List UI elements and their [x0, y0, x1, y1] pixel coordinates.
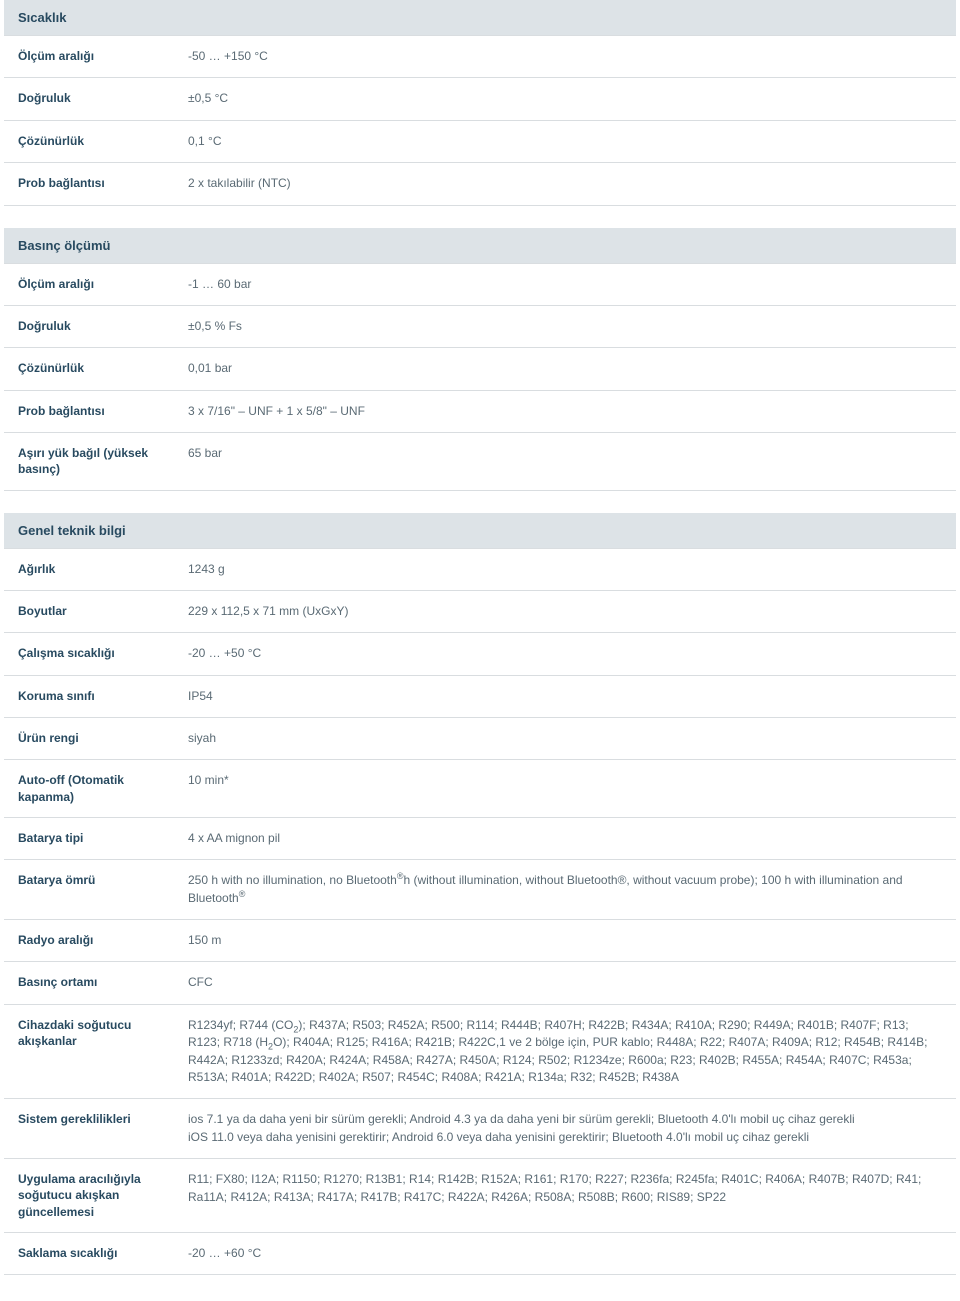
spec-value: ios 7.1 ya da daha yeni bir sürüm gerekl… — [174, 1099, 956, 1158]
spec-label: Prob bağlantısı — [4, 391, 174, 432]
spec-label: Auto-off (Otomatik kapanma) — [4, 760, 174, 816]
spec-label: Basınç ortamı — [4, 962, 174, 1003]
spec-label: Batarya ömrü — [4, 860, 174, 919]
spec-value: ±0,5 °C — [174, 78, 956, 119]
section-header-temperature: Sıcaklık — [4, 0, 956, 36]
spec-value: -20 … +50 °C — [174, 633, 956, 674]
spec-label: Ağırlık — [4, 549, 174, 590]
table-row: Basınç ortamı CFC — [4, 962, 956, 1004]
spec-value: -20 … +60 °C — [174, 1233, 956, 1274]
table-row: Ölçüm aralığı -1 … 60 bar — [4, 264, 956, 306]
spec-label: Boyutlar — [4, 591, 174, 632]
spec-value: 1243 g — [174, 549, 956, 590]
table-row: Ürün rengi siyah — [4, 718, 956, 760]
section-temperature: Sıcaklık Ölçüm aralığı -50 … +150 °C Doğ… — [4, 0, 956, 206]
section-header-general: Genel teknik bilgi — [4, 513, 956, 549]
table-row: Prob bağlantısı 2 x takılabilir (NTC) — [4, 163, 956, 205]
table-row: Çözünürlük 0,1 °C — [4, 121, 956, 163]
table-row: Prob bağlantısı 3 x 7/16" – UNF + 1 x 5/… — [4, 391, 956, 433]
spec-label: Çalışma sıcaklığı — [4, 633, 174, 674]
table-row: Boyutlar 229 x 112,5 x 71 mm (UxGxY) — [4, 591, 956, 633]
table-row: Batarya tipi 4 x AA mignon pil — [4, 818, 956, 860]
spec-value: R1234yf; R744 (CO2); R437A; R503; R452A;… — [174, 1005, 956, 1099]
table-row: Doğruluk ±0,5 % Fs — [4, 306, 956, 348]
spec-value: 250 h with no illumination, no Bluetooth… — [174, 860, 956, 919]
spec-label: Ölçüm aralığı — [4, 36, 174, 77]
spec-label: Saklama sıcaklığı — [4, 1233, 174, 1274]
spec-value: 150 m — [174, 920, 956, 961]
spec-label: Ölçüm aralığı — [4, 264, 174, 305]
spec-label: Cihazdaki soğutucu akışkanlar — [4, 1005, 174, 1099]
spec-label: Batarya tipi — [4, 818, 174, 859]
section-pressure: Basınç ölçümü Ölçüm aralığı -1 … 60 bar … — [4, 228, 956, 491]
spec-label: Uygulama aracılığıyla soğutucu akışkan g… — [4, 1159, 174, 1232]
spec-label: Doğruluk — [4, 78, 174, 119]
spec-label: Sistem gereklilikleri — [4, 1099, 174, 1158]
spec-value: 2 x takılabilir (NTC) — [174, 163, 956, 204]
spec-value: 3 x 7/16" – UNF + 1 x 5/8" – UNF — [174, 391, 956, 432]
table-row: Çalışma sıcaklığı -20 … +50 °C — [4, 633, 956, 675]
spec-value: CFC — [174, 962, 956, 1003]
spec-value: -1 … 60 bar — [174, 264, 956, 305]
table-row: Batarya ömrü 250 h with no illumination,… — [4, 860, 956, 920]
table-row: Doğruluk ±0,5 °C — [4, 78, 956, 120]
spec-value: 65 bar — [174, 433, 956, 489]
spec-value: ±0,5 % Fs — [174, 306, 956, 347]
spec-label: Koruma sınıfı — [4, 676, 174, 717]
spec-label: Doğruluk — [4, 306, 174, 347]
table-row: Çözünürlük 0,01 bar — [4, 348, 956, 390]
table-row: Aşırı yük bağıl (yüksek basınç) 65 bar — [4, 433, 956, 490]
section-header-pressure: Basınç ölçümü — [4, 228, 956, 264]
spec-label: Çözünürlük — [4, 348, 174, 389]
table-row: Sistem gereklilikleri ios 7.1 ya da daha… — [4, 1099, 956, 1159]
section-general: Genel teknik bilgi Ağırlık 1243 g Boyutl… — [4, 513, 956, 1276]
spec-label: Çözünürlük — [4, 121, 174, 162]
spec-value: 4 x AA mignon pil — [174, 818, 956, 859]
table-row: Radyo aralığı 150 m — [4, 920, 956, 962]
table-row: Koruma sınıfı IP54 — [4, 676, 956, 718]
table-row: Saklama sıcaklığı -20 … +60 °C — [4, 1233, 956, 1275]
table-row: Cihazdaki soğutucu akışkanlar R1234yf; R… — [4, 1005, 956, 1100]
spec-tables: Sıcaklık Ölçüm aralığı -50 … +150 °C Doğ… — [0, 0, 960, 1301]
spec-label: Aşırı yük bağıl (yüksek basınç) — [4, 433, 174, 489]
spec-value: 10 min* — [174, 760, 956, 816]
spec-value: 0,01 bar — [174, 348, 956, 389]
spec-label: Ürün rengi — [4, 718, 174, 759]
spec-value: siyah — [174, 718, 956, 759]
spec-value: 0,1 °C — [174, 121, 956, 162]
spec-label: Radyo aralığı — [4, 920, 174, 961]
spec-label: Prob bağlantısı — [4, 163, 174, 204]
spec-value: -50 … +150 °C — [174, 36, 956, 77]
spec-value: R11; FX80; I12A; R1150; R1270; R13B1; R1… — [174, 1159, 956, 1232]
table-row: Uygulama aracılığıyla soğutucu akışkan g… — [4, 1159, 956, 1233]
spec-value: IP54 — [174, 676, 956, 717]
table-row: Ağırlık 1243 g — [4, 549, 956, 591]
spec-value: 229 x 112,5 x 71 mm (UxGxY) — [174, 591, 956, 632]
table-row: Auto-off (Otomatik kapanma) 10 min* — [4, 760, 956, 817]
table-row: Ölçüm aralığı -50 … +150 °C — [4, 36, 956, 78]
